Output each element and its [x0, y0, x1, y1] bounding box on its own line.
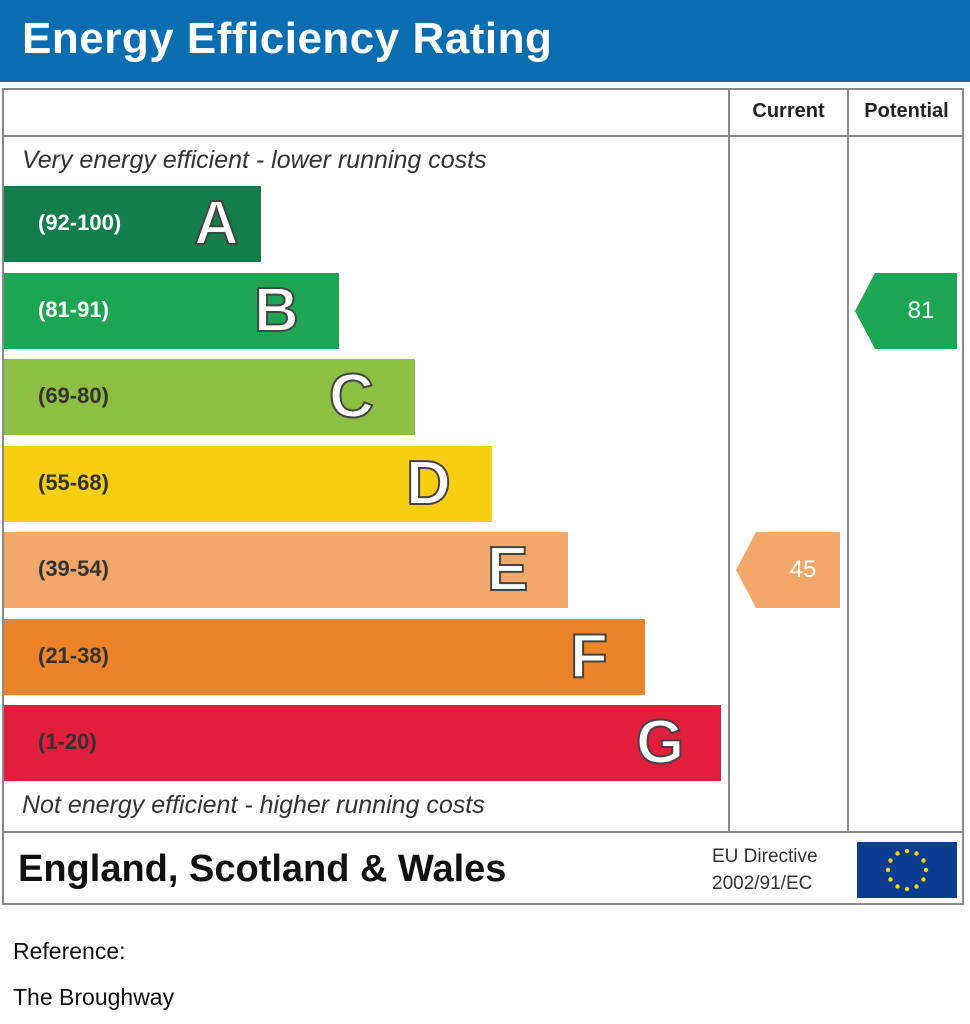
band-range-label: (69-80) — [38, 383, 109, 408]
caption-top: Very energy efficient - lower running co… — [22, 146, 487, 174]
band-range-label: (39-54) — [38, 556, 109, 581]
header-bar: Energy Efficiency Rating — [0, 0, 970, 82]
band-letter: D — [405, 448, 452, 519]
band-range-label: (21-38) — [38, 642, 109, 668]
band-range-label: (1-20) — [38, 729, 97, 754]
potential-arrow-shape — [855, 272, 957, 349]
band-g: (1-20) G — [4, 705, 721, 781]
band-range-label: (55-68) — [38, 469, 109, 495]
current-rating-value: 45 — [789, 556, 817, 583]
caption-bottom: Not energy efficient - higher running co… — [22, 791, 485, 819]
band-letter: E — [486, 534, 529, 605]
eu-star-icon — [895, 884, 900, 889]
band-letter: B — [253, 275, 300, 346]
footer-divider — [2, 831, 964, 833]
rating-frame — [2, 88, 964, 905]
band-f: (21-38) F — [4, 618, 645, 695]
page-title: Energy Efficiency Rating — [22, 14, 553, 63]
band-d: (55-68) D — [4, 445, 492, 522]
eu-star-icon — [888, 858, 893, 863]
column-current: Current — [752, 100, 825, 122]
current-arrow-shape — [736, 532, 840, 608]
eu-star-icon — [921, 858, 926, 863]
eu-directive-line1: EU Directive — [712, 846, 818, 867]
eu-star-icon — [914, 851, 919, 856]
divider-potential — [847, 88, 849, 833]
eu-star-icon — [904, 848, 910, 854]
divider-current — [728, 88, 730, 833]
band-letter: F — [569, 621, 609, 692]
country-label: England, Scotland & Wales — [18, 848, 507, 890]
reference-value: The Broughway — [13, 984, 175, 1010]
eu-star-icon — [914, 884, 919, 889]
header-divider — [2, 135, 964, 137]
current-rating-marker: 45 — [736, 532, 840, 608]
potential-rating-value: 81 — [907, 296, 935, 324]
band-range-label: (81-91) — [38, 296, 109, 322]
band-e: (39-54) E — [4, 532, 568, 608]
band-c: (69-80) C — [4, 359, 415, 435]
column-potential: Potential — [864, 100, 949, 122]
current-arrow — [736, 532, 840, 608]
eu-star-icon — [895, 851, 900, 856]
potential-arrow — [855, 272, 957, 349]
potential-rating-marker: 81 — [855, 272, 957, 349]
band-range-label: (92-100) — [38, 210, 122, 235]
band-letter: C — [328, 361, 375, 432]
eu-flag-icon — [857, 842, 957, 898]
eu-star-icon — [885, 867, 891, 873]
band-letter: A — [193, 188, 240, 259]
eu-stars-icon — [885, 848, 929, 892]
eu-star-icon — [904, 886, 910, 892]
band-letter: G — [635, 707, 685, 778]
eu-star-icon — [888, 877, 893, 882]
eu-directive-line2: 2002/91/EC — [712, 873, 813, 894]
eu-star-icon — [923, 867, 929, 873]
eu-star-icon — [921, 877, 926, 882]
band-a: (92-100) A — [4, 186, 261, 262]
band-b: (81-91) B — [4, 272, 339, 349]
reference-label: Reference: — [13, 938, 126, 964]
